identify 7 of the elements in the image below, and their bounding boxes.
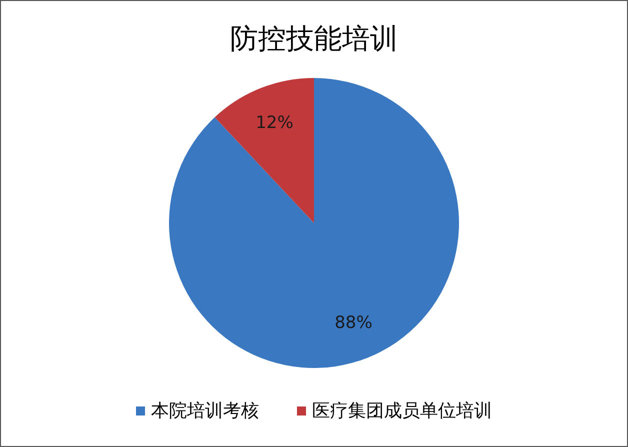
legend-label: 本院培训考核 [151,400,259,422]
data-label: 12% [256,113,294,134]
chart-title: 防控技能培训 [230,22,398,55]
pie-slice [169,78,459,368]
data-label: 88% [334,312,372,333]
legend-label: 医疗集团成员单位培训 [312,400,492,422]
pie-slice [214,78,314,223]
